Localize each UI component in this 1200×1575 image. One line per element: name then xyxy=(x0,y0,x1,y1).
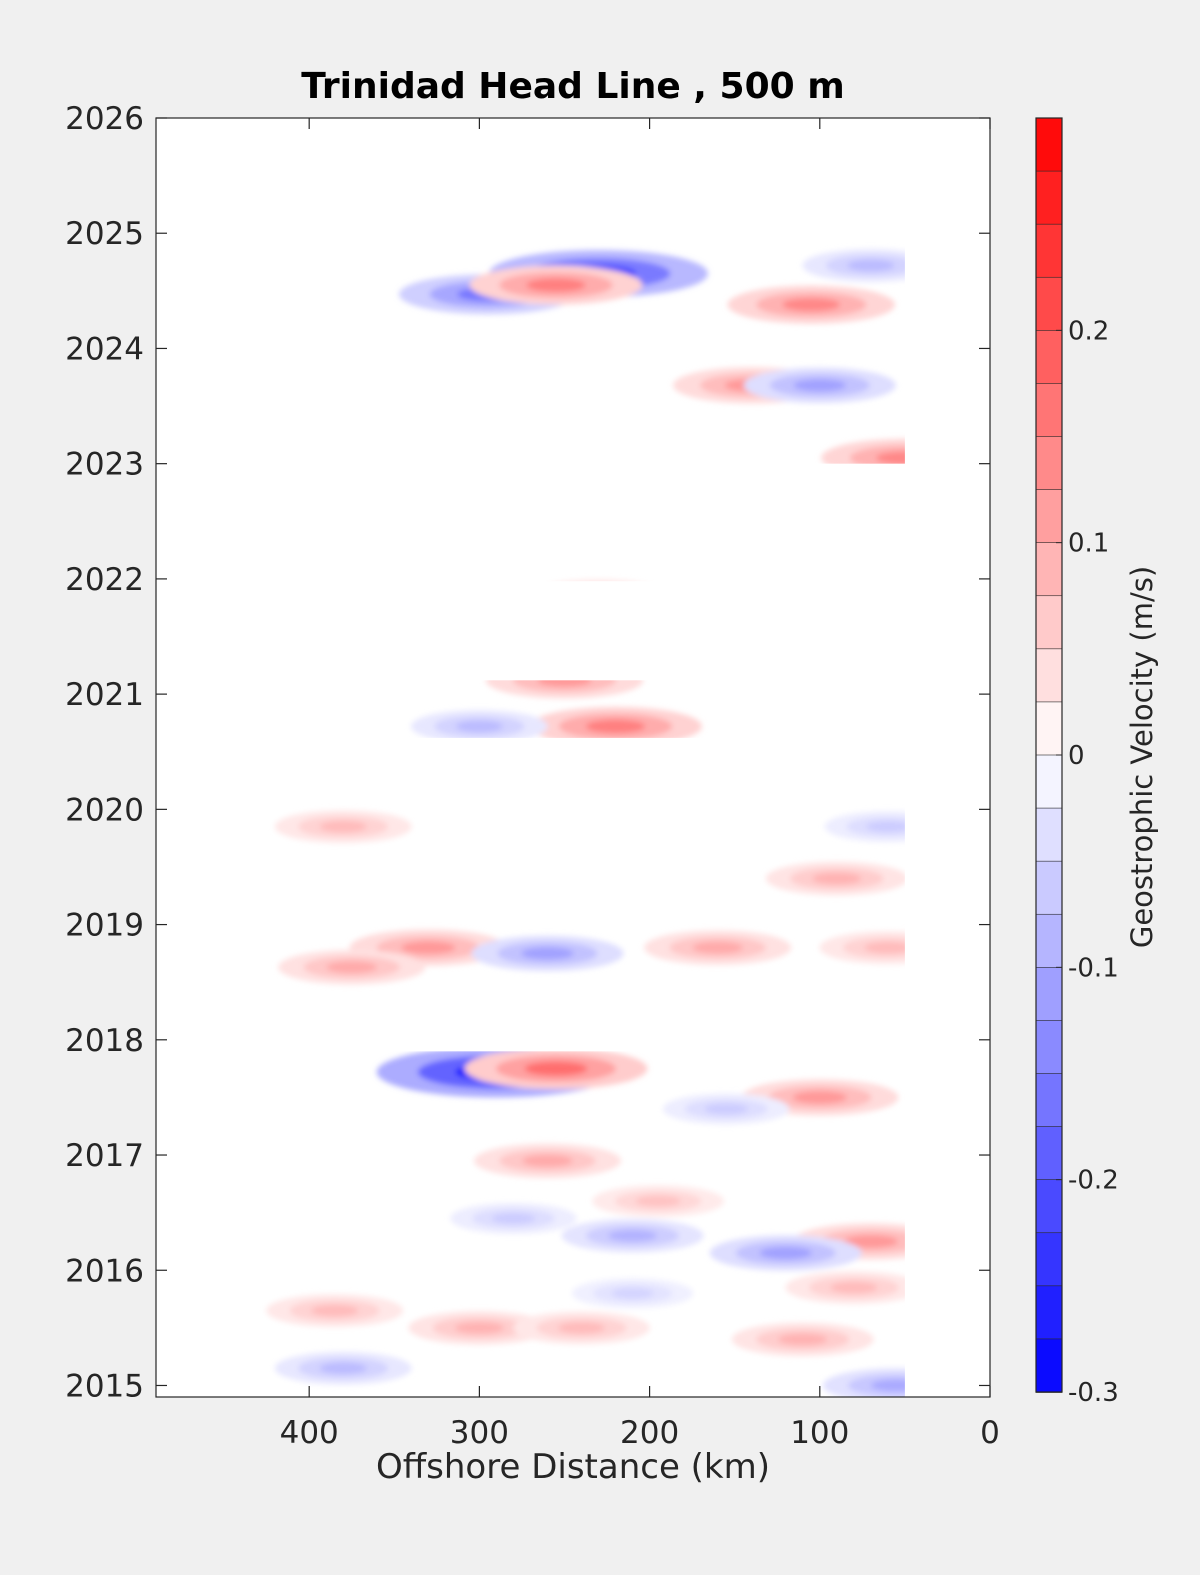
y-tick-label: 2016 xyxy=(65,1253,144,1289)
contour-core xyxy=(454,1322,504,1334)
x-tick-label: 400 xyxy=(280,1415,339,1451)
x-tick-label: 0 xyxy=(980,1415,1000,1451)
colorbar-segment xyxy=(1035,170,1063,225)
no-data-band xyxy=(156,463,990,556)
contour-core xyxy=(778,1333,828,1346)
colorbar-tick-label: 0 xyxy=(1068,741,1085,771)
x-tick-label: 200 xyxy=(620,1415,679,1451)
no-data-nearshore xyxy=(904,118,990,1397)
colorbar-tick-label: -0.1 xyxy=(1068,953,1119,983)
contour-core xyxy=(526,278,586,292)
x-tick-label: 100 xyxy=(790,1415,849,1451)
colorbar: 0.2 0.1 0 -0.1 -0.2 -0.3 xyxy=(1035,117,1119,1408)
velocity-field xyxy=(156,118,990,1397)
colorbar-segment xyxy=(1035,967,1063,1022)
contour-core xyxy=(866,821,910,832)
y-tick-label: 2024 xyxy=(65,331,144,367)
contour-core xyxy=(521,947,574,960)
contour-core xyxy=(847,259,895,272)
colorbar-segment xyxy=(1035,223,1063,279)
colorbar-segment xyxy=(1035,383,1063,438)
y-tick-label: 2015 xyxy=(65,1368,144,1404)
colorbar-tick-label: -0.2 xyxy=(1068,1166,1119,1196)
colorbar-segment xyxy=(1035,807,1063,862)
axes-box xyxy=(155,117,991,1398)
colorbar-segment xyxy=(1035,860,1063,916)
colorbar-segment xyxy=(1035,1179,1063,1234)
contour-core xyxy=(491,1213,536,1224)
no-data-band xyxy=(156,737,990,775)
colorbar-segment xyxy=(1035,1338,1063,1393)
contour-core xyxy=(864,941,912,954)
chart-title: Trinidad Head Line , 500 m xyxy=(301,66,844,107)
contour-core xyxy=(812,872,862,885)
contour-core xyxy=(843,1235,898,1248)
contour-core xyxy=(557,1322,606,1334)
colorbar-tick-label: 0.2 xyxy=(1068,316,1109,346)
no-data-band xyxy=(156,118,990,199)
contour-core xyxy=(704,1103,748,1115)
colorbar-segment xyxy=(1035,436,1063,491)
colorbar-segment xyxy=(1035,542,1063,597)
y-tick-label: 2025 xyxy=(65,216,144,252)
colorbar-segment xyxy=(1035,489,1063,544)
contour-core xyxy=(782,298,841,312)
plot-area: 400 300 200 100 0 20152016201720182019202020… xyxy=(65,101,1000,1451)
colorbar-segment xyxy=(1035,117,1063,172)
y-tick-label: 2017 xyxy=(65,1138,144,1174)
contour-core xyxy=(585,719,646,734)
field-blobs xyxy=(266,249,989,1397)
colorbar-tick-label: -0.3 xyxy=(1068,1378,1119,1408)
y-tick-label: 2021 xyxy=(65,677,144,713)
x-axis: 400 300 200 100 0 xyxy=(280,118,1000,1451)
colorbar-segment xyxy=(1035,701,1063,756)
y-tick-label: 2023 xyxy=(65,447,144,483)
colorbar-segment xyxy=(1035,1285,1063,1340)
contour-core xyxy=(326,961,378,974)
no-data-band xyxy=(156,1010,990,1052)
x-axis-label: Offshore Distance (km) xyxy=(376,1447,770,1487)
contour-core xyxy=(759,1246,812,1260)
y-tick-label: 2018 xyxy=(65,1023,144,1059)
y-tick-label: 2019 xyxy=(65,908,144,944)
y-tick-label: 2020 xyxy=(65,792,144,828)
colorbar-segment xyxy=(1035,330,1063,385)
colorbar-segment xyxy=(1035,1232,1063,1287)
contour-core xyxy=(319,821,367,833)
contour-core xyxy=(455,720,503,733)
contour-core xyxy=(692,941,743,954)
contour-core xyxy=(311,1304,359,1317)
y-tick-label: 2026 xyxy=(65,101,144,137)
colorbar-segment xyxy=(1035,595,1063,650)
contour-core xyxy=(830,1281,878,1294)
y-axis: 2015 2016 2017 2018 2019 2020 2021 2022 2023 2024… xyxy=(65,101,990,1404)
contour-core xyxy=(401,941,456,954)
colorbar-label: Geostrophic Velocity (m/s) xyxy=(1125,566,1159,948)
x-tick-label: 300 xyxy=(450,1415,509,1451)
contour-core xyxy=(792,1091,847,1104)
colorbar-segment xyxy=(1035,276,1063,332)
contour-core xyxy=(524,1061,588,1076)
colorbar-segment xyxy=(1035,648,1063,703)
no-data-band xyxy=(156,581,990,681)
contour-core xyxy=(608,1229,657,1242)
contour-core xyxy=(793,379,846,392)
colorbar-segment xyxy=(1035,1073,1063,1128)
contour-core xyxy=(522,1154,573,1167)
colorbar-tick-label: 0.1 xyxy=(1068,529,1109,559)
colorbar-segment xyxy=(1035,1020,1063,1075)
colorbar-segment xyxy=(1035,1126,1063,1181)
contour-core xyxy=(611,1288,654,1299)
colorbar-segment xyxy=(1035,913,1063,969)
y-tick-label: 2022 xyxy=(65,562,144,598)
colorbar-segment xyxy=(1035,754,1063,809)
contour-core xyxy=(319,1362,367,1374)
contour-core xyxy=(635,1195,681,1207)
